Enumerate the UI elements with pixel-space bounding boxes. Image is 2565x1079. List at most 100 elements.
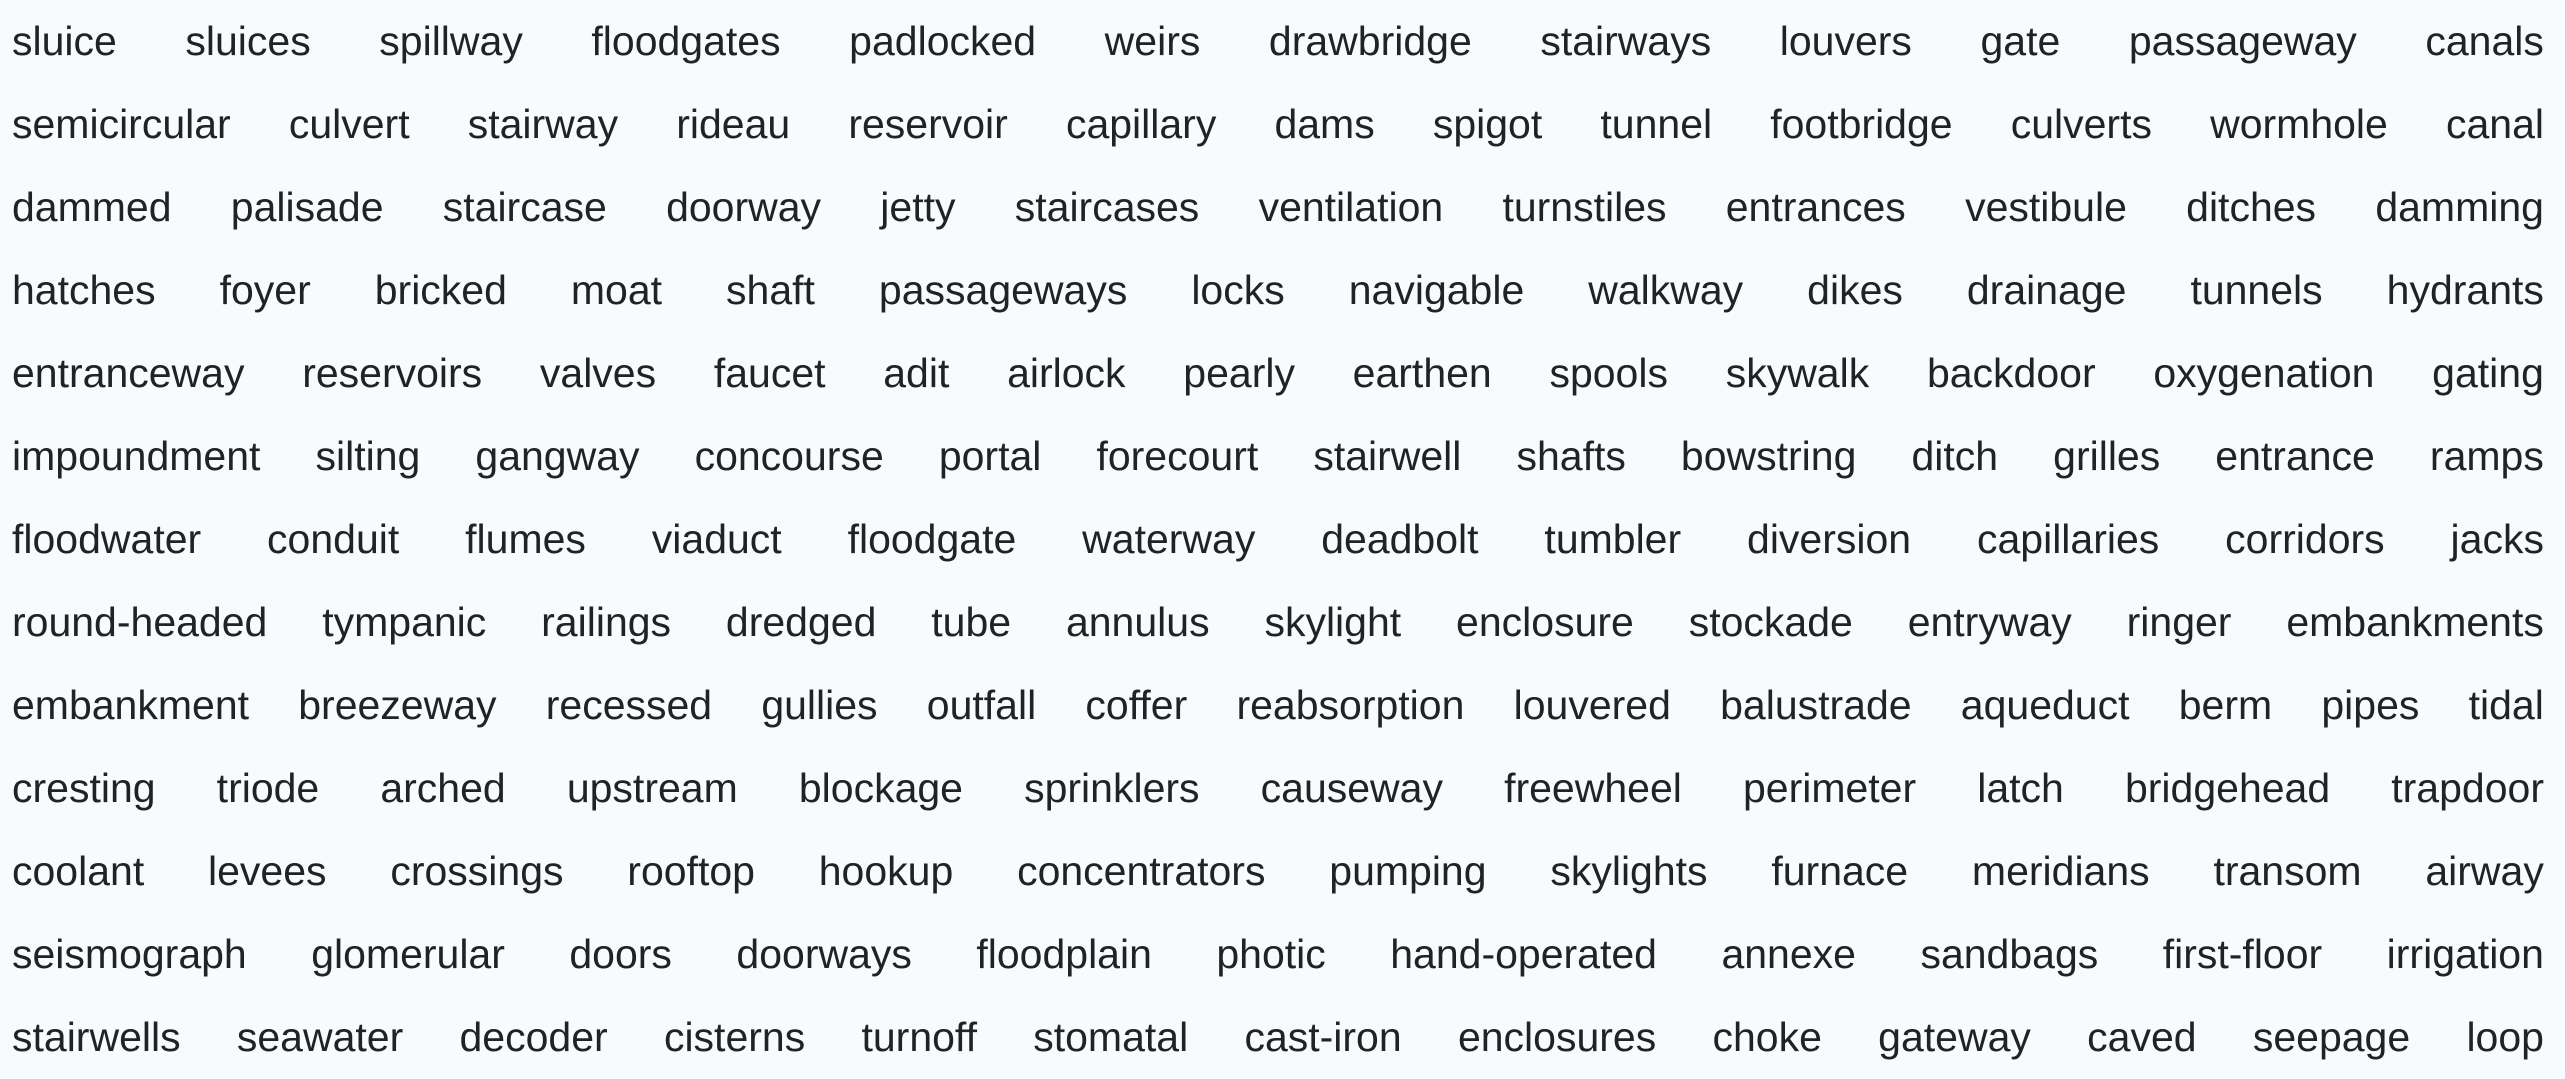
word-row: stairwells seawater decoder cisterns turnoff… — [12, 996, 2544, 1079]
word: perimeter — [1742, 765, 1917, 811]
word-row: semicircular culvert stairway rideau reservo… — [12, 83, 2544, 166]
word: walkway — [1588, 267, 1744, 313]
word: recessed — [545, 682, 713, 728]
word: deadbolt — [1321, 516, 1479, 562]
word: footbridge — [1770, 101, 1953, 147]
word: enclosure — [1456, 599, 1634, 645]
word: spools — [1549, 350, 1668, 396]
word: skylights — [1550, 848, 1708, 894]
word: stairwells — [12, 1014, 181, 1060]
word-row: coolant levees crossings rooftop hookup conce… — [12, 830, 2544, 913]
word: faucet — [713, 350, 826, 396]
word: drawbridge — [1268, 18, 1472, 64]
word: reabsorption — [1236, 682, 1465, 728]
word: passageways — [878, 267, 1128, 313]
word-row: entranceway reservoirs valves faucet adit air… — [12, 332, 2544, 415]
word: dammed — [12, 184, 172, 230]
word: embankments — [2286, 599, 2544, 645]
word: spigot — [1432, 101, 1543, 147]
word: moat — [570, 267, 663, 313]
word-row: hatches foyer bricked moat shaft passageways l… — [12, 249, 2544, 332]
word: hookup — [818, 848, 954, 894]
word: portal — [938, 433, 1042, 479]
word: furnace — [1771, 848, 1909, 894]
word: oxygenation — [2153, 350, 2375, 396]
word: floodgates — [591, 18, 781, 64]
word: annulus — [1065, 599, 1210, 645]
word: annexe — [1721, 931, 1856, 977]
word: semicircular — [12, 101, 231, 147]
word: freewheel — [1504, 765, 1682, 811]
word: wormhole — [2210, 101, 2388, 147]
word: glomerular — [311, 931, 505, 977]
word: stairwell — [1313, 433, 1462, 479]
word: dikes — [1807, 267, 1903, 313]
word: concentrators — [1017, 848, 1266, 894]
word: tympanic — [322, 599, 487, 645]
word: entrances — [1725, 184, 1906, 230]
word: outfall — [926, 682, 1037, 728]
word: bowstring — [1680, 433, 1857, 479]
word: hatches — [12, 267, 156, 313]
word-row: cresting triode arched upstream blockage spri… — [12, 747, 2544, 830]
word: enclosures — [1457, 1014, 1657, 1060]
word: loop — [2466, 1014, 2544, 1060]
word: first-floor — [2162, 931, 2323, 977]
word: ringer — [2126, 599, 2232, 645]
word: weirs — [1104, 18, 1201, 64]
word: tunnels — [2190, 267, 2323, 313]
word: padlocked — [849, 18, 1037, 64]
word: stomatal — [1033, 1014, 1189, 1060]
word: reservoir — [848, 101, 1008, 147]
word: trapdoor — [2391, 765, 2544, 811]
word: gullies — [761, 682, 878, 728]
word: doors — [569, 931, 672, 977]
word: photic — [1216, 931, 1326, 977]
word: floodwater — [12, 516, 202, 562]
word: entryway — [1907, 599, 2072, 645]
word: entranceway — [12, 350, 245, 396]
word: pearly — [1183, 350, 1295, 396]
word: triode — [216, 765, 320, 811]
word: forecourt — [1096, 433, 1259, 479]
word: cresting — [12, 765, 156, 811]
word: bricked — [374, 267, 507, 313]
word: grilles — [2053, 433, 2161, 479]
word: ramps — [2429, 433, 2544, 479]
word: louvers — [1779, 18, 1912, 64]
word: spillway — [379, 18, 523, 64]
word: seismograph — [12, 931, 247, 977]
word: waterway — [1082, 516, 1256, 562]
word: cisterns — [663, 1014, 806, 1060]
word: stairway — [467, 101, 619, 147]
word: causeway — [1260, 765, 1443, 811]
word: berm — [2178, 682, 2273, 728]
word: hand-operated — [1390, 931, 1657, 977]
word: floodgate — [847, 516, 1017, 562]
word: sandbags — [1920, 931, 2099, 977]
word: skylight — [1264, 599, 1402, 645]
word: tube — [931, 599, 1012, 645]
word: culverts — [2010, 101, 2152, 147]
word: corridors — [2225, 516, 2385, 562]
word: seepage — [2252, 1014, 2411, 1060]
word: caved — [2087, 1014, 2197, 1060]
word: upstream — [566, 765, 738, 811]
word-row: floodwater conduit flumes viaduct floodgate w… — [12, 498, 2544, 581]
word: tunnel — [1600, 101, 1713, 147]
word: canals — [2425, 18, 2544, 64]
word: louvered — [1513, 682, 1671, 728]
word-row: dammed palisade staircase doorway jetty stair… — [12, 166, 2544, 249]
word: culvert — [288, 101, 410, 147]
word: latch — [1977, 765, 2064, 811]
word: rooftop — [627, 848, 755, 894]
word: jacks — [2450, 516, 2544, 562]
word: coffer — [1085, 682, 1188, 728]
word: viaduct — [651, 516, 782, 562]
word: balustrade — [1720, 682, 1912, 728]
word-row: sluice sluices spillway floodgates padlocked… — [12, 0, 2544, 83]
word: ditch — [1911, 433, 1999, 479]
word-row: round-headed tympanic railings dredged tube a… — [12, 581, 2544, 664]
word: levees — [208, 848, 327, 894]
word: staircases — [1014, 184, 1200, 230]
